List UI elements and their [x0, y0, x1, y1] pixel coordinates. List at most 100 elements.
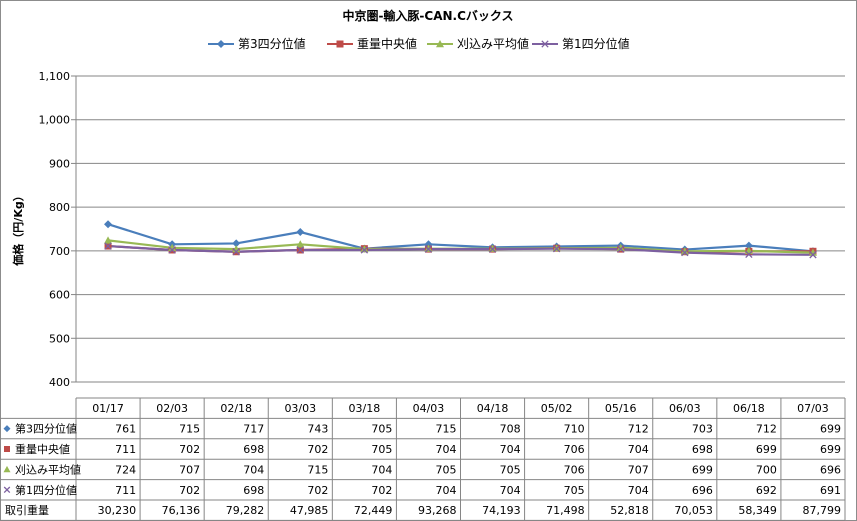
table-cell: 696: [820, 463, 841, 476]
y-tick-label: 800: [49, 201, 70, 214]
table-cell: 761: [115, 423, 136, 436]
table-cell: 79,282: [226, 504, 265, 517]
table-cell: 47,985: [290, 504, 329, 517]
data-point: [168, 246, 176, 254]
x-tick-label: 02/03: [156, 402, 188, 415]
legend-marker: [541, 40, 549, 48]
legend-marker: [436, 40, 444, 48]
data-point: [296, 246, 304, 254]
data-point: [680, 247, 689, 255]
x-tick-label: 04/18: [477, 402, 509, 415]
series-lines: [107, 223, 814, 256]
table-cell: 58,349: [738, 504, 777, 517]
table-cell: 706: [564, 463, 585, 476]
table-legend-key: [3, 465, 11, 473]
table-cell: 715: [436, 423, 457, 436]
table-cell: 692: [756, 484, 777, 497]
x-tick-label: 06/03: [669, 402, 701, 415]
data-point: [552, 245, 561, 253]
table-cell: 698: [243, 484, 264, 497]
data-point: [104, 242, 112, 250]
data-point: [488, 245, 497, 253]
data-point: [809, 251, 817, 259]
table-cell: 699: [692, 463, 713, 476]
data-point: [360, 245, 369, 253]
y-axis-ticks: 400 500 600 700 800 900 1,000 1,100: [39, 70, 76, 389]
table-cell: 704: [500, 484, 521, 497]
table-cell: 702: [307, 443, 328, 456]
x-tick-label: 03/03: [284, 402, 316, 415]
table-cell: 710: [564, 423, 585, 436]
table-legend-key: [3, 425, 11, 433]
table-row-label: 第1四分位値: [15, 483, 77, 497]
table-cell: 707: [628, 463, 649, 476]
table-cell: 704: [628, 484, 649, 497]
table-row-label: 刈込み平均値: [15, 463, 81, 476]
y-tick-label: 600: [49, 289, 70, 302]
legend-label: 第1四分位値: [562, 36, 630, 51]
table-cell: 711: [115, 443, 136, 456]
table-cell: 699: [820, 423, 841, 436]
table-cell: 724: [115, 463, 136, 476]
data-point: [104, 236, 113, 244]
table-cell: 698: [692, 443, 713, 456]
table-cell: 52,818: [610, 504, 649, 517]
table-cell: 712: [628, 423, 649, 436]
table-cell: 711: [115, 484, 136, 497]
chart-title: 中京圏-輸入豚-CAN.Cバックス: [342, 8, 513, 23]
y-tick-label: 1,100: [39, 70, 71, 83]
data-table: 01/17 02/03 02/18 03/03 03/18 04/03 04/18 05/02…: [0, 397, 846, 521]
table-row-label: 第3四分位値: [15, 422, 77, 436]
data-point: [360, 246, 369, 254]
x-tick-label: 02/18: [220, 402, 252, 415]
x-tick-label: 05/16: [605, 402, 637, 415]
x-tick-label: 01/17: [92, 402, 124, 415]
data-point: [808, 248, 817, 256]
table-cell: 702: [179, 443, 200, 456]
y-tick-label: 400: [49, 376, 70, 389]
table-cell: 699: [756, 443, 777, 456]
table-cell: 704: [371, 463, 392, 476]
x-tick-label: 06/18: [733, 402, 765, 415]
legend: 第3四分位値 重量中央値 刈込み平均値 第1四分位値: [208, 36, 630, 51]
data-point: [296, 240, 305, 248]
data-point: [168, 243, 177, 251]
table-cell: 704: [436, 484, 457, 497]
legend-marker: [336, 40, 344, 48]
table-cell: 704: [500, 443, 521, 456]
table-cell: 70,053: [674, 504, 713, 517]
legend-label: 刈込み平均値: [457, 36, 529, 51]
table-cell: 706: [564, 443, 585, 456]
table-cell: 705: [436, 463, 457, 476]
table-cell: 705: [371, 423, 392, 436]
x-tick-label: 03/18: [349, 402, 381, 415]
table-cell: 698: [243, 443, 264, 456]
y-tick-label: 500: [49, 332, 70, 345]
y-tick-label: 700: [49, 245, 70, 258]
x-tick-label: 05/02: [541, 402, 573, 415]
x-tick-label: 04/03: [413, 402, 445, 415]
table-cell: 702: [307, 484, 328, 497]
table-cell: 76,136: [162, 504, 201, 517]
series-line: [107, 223, 814, 253]
data-point: [616, 243, 625, 251]
table-cell: 700: [756, 463, 777, 476]
table-cell: 702: [179, 484, 200, 497]
data-point: [232, 239, 241, 248]
table-cell: 705: [564, 484, 585, 497]
x-tick-label: 07/03: [797, 402, 829, 415]
table-cell: 707: [179, 463, 200, 476]
legend-label: 第3四分位値: [238, 36, 306, 51]
legend-marker: [217, 40, 225, 48]
series-line: [107, 244, 813, 256]
table-legend-key: [4, 446, 10, 452]
data-point: [296, 228, 305, 237]
table-cell: 696: [692, 484, 713, 497]
table-cell: 30,230: [98, 504, 137, 517]
data-point: [104, 220, 113, 229]
table-cell: 705: [500, 463, 521, 476]
table-legend-key: [3, 486, 11, 494]
data-point: [681, 248, 689, 257]
